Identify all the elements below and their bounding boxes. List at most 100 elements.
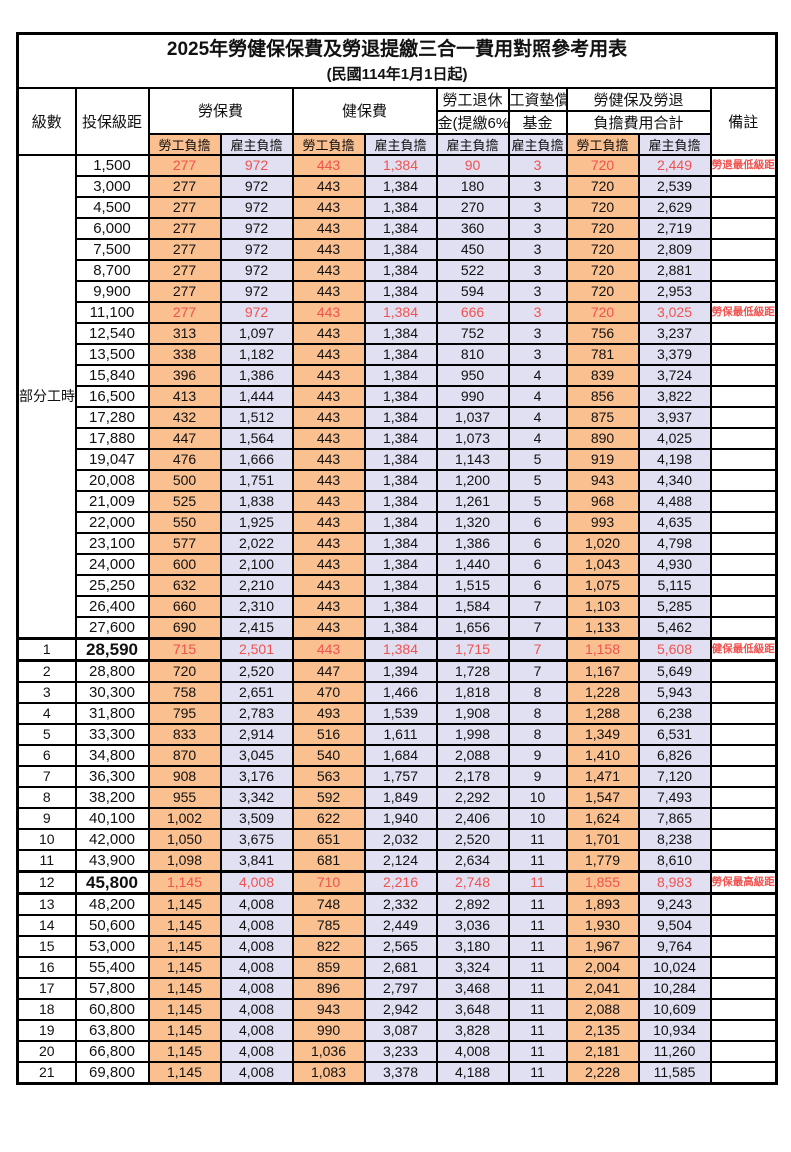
level-cell: 13	[16, 892, 77, 916]
remark-cell	[709, 489, 778, 513]
table-row: 部分工時 1,500 277 972 443 1,384 90 3 720 2,449 勞退最低級距	[16, 153, 778, 639]
pension-employer-cell: 1,728	[435, 659, 510, 683]
total-employee-cell: 2,181	[565, 1039, 640, 1063]
labor-employer-cell: 4,008	[219, 997, 294, 1021]
wage-fund-employer-cell: 6	[507, 531, 568, 555]
table-row: 6,000 277 972 443 1,384 360 3 720 2,719	[18, 216, 778, 240]
labor-employee-cell: 715	[147, 636, 222, 662]
header-pension-line1: 勞工退休	[435, 86, 510, 112]
pension-employer-cell: 1,998	[435, 722, 510, 746]
total-employee-cell: 1,228	[565, 680, 640, 704]
health-employer-cell: 2,449	[363, 913, 438, 937]
wage-fund-employer-cell: 3	[507, 342, 568, 366]
remark-cell	[709, 848, 778, 872]
labor-employee-cell: 500	[147, 468, 222, 492]
table-row: 8,700 277 972 443 1,384 522 3 720 2,881	[18, 258, 778, 282]
health-employer-cell: 1,384	[363, 405, 438, 429]
health-employer-cell: 1,384	[363, 237, 438, 261]
labor-employer-cell: 1,666	[219, 447, 294, 471]
labor-employer-cell: 2,210	[219, 573, 294, 597]
remark-cell: 勞退最低級距	[709, 153, 778, 177]
table-row: 1 28,590 715 2,501 443 1,384 1,715 7 1,158 5,608 健…	[16, 636, 778, 662]
table-row: 7,500 277 972 443 1,384 450 3 720 2,809	[18, 237, 778, 261]
health-employer-cell: 1,384	[363, 615, 438, 639]
pension-employer-cell: 2,892	[435, 892, 510, 916]
table-row: 15,840 396 1,386 443 1,384 950 4 839 3,724	[18, 363, 778, 387]
total-employer-cell: 10,609	[637, 997, 712, 1021]
pension-employer-cell: 3,828	[435, 1018, 510, 1042]
wage-fund-employer-cell: 7	[507, 594, 568, 618]
pension-employer-cell: 950	[435, 363, 510, 387]
bracket-cell: 31,800	[74, 701, 150, 725]
table-row: 27,600 690 2,415 443 1,384 1,656 7 1,133 5,462	[18, 615, 778, 639]
labor-employer-cell: 2,022	[219, 531, 294, 555]
wage-fund-employer-cell: 10	[507, 785, 568, 809]
bracket-cell: 6,000	[74, 216, 150, 240]
pension-employer-cell: 2,634	[435, 848, 510, 872]
table-row: 12 45,800 1,145 4,008 710 2,216 2,748 11 1,855 8,…	[16, 869, 778, 895]
remark-cell	[709, 976, 778, 1000]
health-employee-cell: 443	[291, 237, 366, 261]
labor-employee-cell: 313	[147, 321, 222, 345]
health-employee-cell: 443	[291, 216, 366, 240]
remark-cell	[709, 934, 778, 958]
level-cell: 8	[16, 785, 77, 809]
pension-employer-cell: 2,748	[435, 869, 510, 895]
remark-cell	[709, 216, 778, 240]
total-employee-cell: 1,471	[565, 764, 640, 788]
pension-employer-cell: 180	[435, 174, 510, 198]
labor-employee-cell: 758	[147, 680, 222, 704]
total-employee-cell: 2,004	[565, 955, 640, 979]
total-employer-cell: 2,449	[637, 153, 712, 177]
health-employee-cell: 516	[291, 722, 366, 746]
wage-fund-employer-cell: 3	[507, 237, 568, 261]
labor-employer-cell: 4,008	[219, 1060, 294, 1084]
health-employee-cell: 443	[291, 510, 366, 534]
labor-employer-cell: 2,783	[219, 701, 294, 725]
total-employer-cell: 4,025	[637, 426, 712, 450]
total-employee-cell: 890	[565, 426, 640, 450]
wage-fund-employer-cell: 11	[507, 913, 568, 937]
health-employee-cell: 443	[291, 195, 366, 219]
total-employee-cell: 1,701	[565, 827, 640, 851]
remark-cell	[709, 426, 778, 450]
level-cell: 1	[16, 636, 77, 662]
total-employee-cell: 720	[565, 279, 640, 303]
remark-cell	[709, 1039, 778, 1063]
health-employer-cell: 1,940	[363, 806, 438, 830]
labor-employee-cell: 1,145	[147, 1060, 222, 1084]
health-employee-cell: 651	[291, 827, 366, 851]
bracket-cell: 40,100	[74, 806, 150, 830]
health-employee-cell: 447	[291, 659, 366, 683]
labor-employee-cell: 277	[147, 279, 222, 303]
total-employee-cell: 1,930	[565, 913, 640, 937]
table-row: 15 53,000 1,145 4,008 822 2,565 3,180 11 1,967 9,…	[16, 934, 778, 958]
labor-employee-cell: 1,145	[147, 976, 222, 1000]
health-employer-cell: 1,384	[363, 279, 438, 303]
labor-employee-cell: 690	[147, 615, 222, 639]
labor-employee-cell: 277	[147, 237, 222, 261]
bracket-cell: 11,100	[74, 300, 150, 324]
total-employee-cell: 781	[565, 342, 640, 366]
bracket-cell: 26,400	[74, 594, 150, 618]
remark-cell	[709, 806, 778, 830]
labor-employer-cell: 972	[219, 153, 294, 177]
total-employee-cell: 1,103	[565, 594, 640, 618]
wage-fund-employer-cell: 11	[507, 997, 568, 1021]
remark-cell	[709, 594, 778, 618]
health-employer-cell: 2,032	[363, 827, 438, 851]
health-employer-cell: 1,384	[363, 594, 438, 618]
health-employee-cell: 443	[291, 636, 366, 662]
labor-employee-cell: 660	[147, 594, 222, 618]
total-employer-cell: 4,488	[637, 489, 712, 513]
wage-fund-employer-cell: 11	[507, 976, 568, 1000]
labor-employer-cell: 4,008	[219, 869, 294, 895]
labor-employer-cell: 972	[219, 279, 294, 303]
labor-employer-cell: 1,182	[219, 342, 294, 366]
total-employee-cell: 720	[565, 258, 640, 282]
health-employer-cell: 1,384	[363, 363, 438, 387]
header-remark: 備註	[709, 86, 778, 156]
health-employee-cell: 1,083	[291, 1060, 366, 1084]
total-employer-cell: 9,504	[637, 913, 712, 937]
labor-employer-cell: 4,008	[219, 1039, 294, 1063]
